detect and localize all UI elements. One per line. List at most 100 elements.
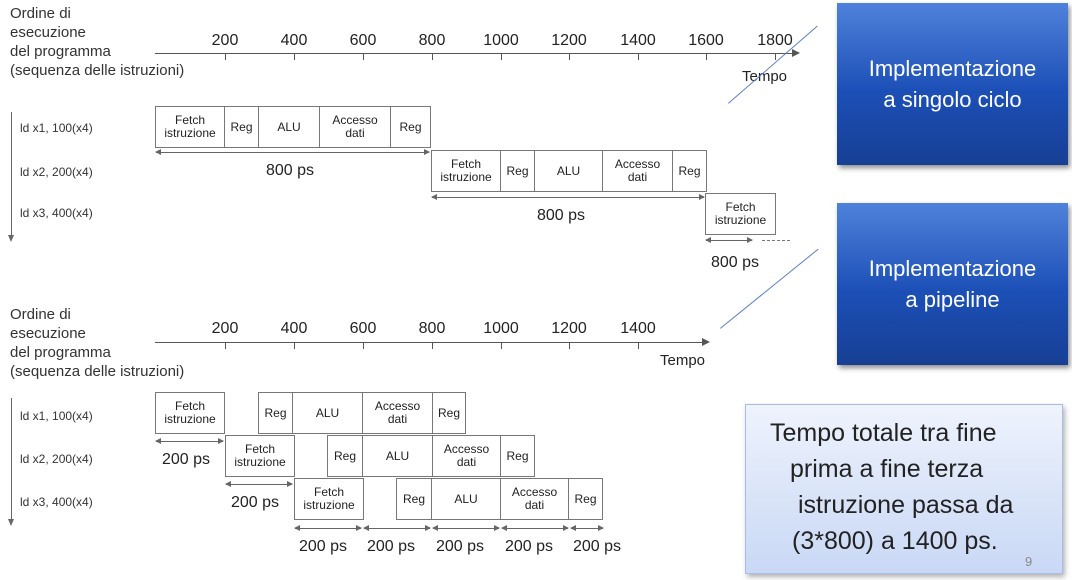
- duration-label: 800 ps: [711, 254, 760, 271]
- stage-duration-label: 200 ps: [505, 538, 554, 555]
- stage-duration-label: 200 ps: [367, 538, 416, 555]
- top-tick-mark: [638, 53, 639, 60]
- bottom-tick-mark: [294, 342, 295, 349]
- stage-memory: Accesso dati: [432, 435, 501, 477]
- single-cycle-callout: Implementazione a singolo ciclo: [837, 3, 1068, 165]
- stage-memory: Accesso dati: [500, 478, 569, 520]
- stage-duration-arrow: [363, 525, 431, 531]
- bottom-time-label: Tempo: [660, 352, 706, 369]
- top-time-axis-arrow: [792, 49, 800, 57]
- stage-duration-arrow: [501, 525, 569, 531]
- bottom-tick-mark: [363, 342, 364, 349]
- top-tick-label: 1400: [620, 32, 656, 49]
- top-tick-mark: [363, 53, 364, 60]
- bottom-instruction-label: ld x1, 100(x4): [20, 409, 93, 423]
- note-line: prima a fine terza: [790, 455, 984, 483]
- top-tick-label: 1800: [757, 32, 793, 49]
- top-tick-mark: [294, 53, 295, 60]
- bottom-tick-label: 800: [418, 320, 446, 337]
- stage-alu: ALU: [431, 478, 501, 520]
- top-tick-label: 1000: [483, 32, 519, 49]
- top-instruction-label: ld x2, 200(x4): [20, 165, 93, 179]
- bottom-instruction-label: ld x2, 200(x4): [20, 452, 93, 466]
- note-line: istruzione passa da: [798, 491, 1014, 519]
- stage-reg-write: Reg: [500, 435, 535, 477]
- stage-fetch: Fetch istruzione: [294, 478, 364, 520]
- note-line: (3*800) a 1400 ps.: [792, 527, 998, 555]
- duration-arrow: [155, 149, 430, 155]
- bottom-tick-label: 600: [349, 320, 377, 337]
- bottom-tick-mark: [501, 342, 502, 349]
- stage-reg-read: Reg: [500, 150, 535, 192]
- bottom-tick-label: 1400: [620, 320, 656, 337]
- stage-duration-label: 200 ps: [573, 538, 622, 555]
- top-tick-mark: [775, 53, 776, 60]
- stage-alu: ALU: [258, 106, 320, 148]
- top-tick-label: 1600: [688, 32, 724, 49]
- single-cycle-callout-line: a singolo ciclo: [883, 87, 1022, 112]
- bottom-tick-mark: [638, 342, 639, 349]
- top-time-axis: [155, 53, 795, 54]
- bottom-axis-title-line: esecuzione: [10, 325, 86, 342]
- bottom-axis-title-line: (sequenza delle istruzioni): [10, 363, 185, 380]
- top-tick-mark: [432, 53, 433, 60]
- bottom-order-arrow: [8, 398, 14, 526]
- top-axis-title-line: (sequenza delle istruzioni): [10, 62, 185, 79]
- stage-duration-arrow: [225, 481, 293, 487]
- top-tick-label: 1200: [551, 32, 587, 49]
- stage-duration-arrow: [155, 438, 224, 444]
- duration-label: 800 ps: [537, 207, 586, 224]
- stage-duration-label: 200 ps: [231, 494, 280, 511]
- pipeline-callout: Implementazione a pipeline: [837, 203, 1068, 365]
- bottom-axis-title-line: Ordine di: [10, 306, 71, 323]
- bottom-instruction-label: ld x3, 400(x4): [20, 495, 93, 509]
- stage-reg-write: Reg: [390, 106, 431, 148]
- duration-arrow-partial: [705, 237, 753, 243]
- stage-reg-write: Reg: [432, 392, 466, 434]
- stage-duration-arrow: [432, 525, 500, 531]
- stage-alu: ALU: [534, 150, 603, 192]
- top-axis-title: Ordine di esecuzione del programma (sequ…: [10, 4, 184, 80]
- stage-memory: Accesso dati: [602, 150, 673, 192]
- top-instruction-label: ld x1, 100(x4): [20, 121, 93, 135]
- top-tick-mark: [706, 53, 707, 60]
- bottom-tick-mark: [569, 342, 570, 349]
- stage-memory: Accesso dati: [319, 106, 391, 148]
- stage-fetch: Fetch istruzione: [705, 193, 776, 235]
- stage-reg-read: Reg: [396, 478, 432, 520]
- stage-fetch: Fetch istruzione: [155, 392, 225, 434]
- stage-reg-write: Reg: [568, 478, 603, 520]
- duration-arrow-continuation: [762, 240, 790, 241]
- page-number: 9: [1025, 554, 1033, 569]
- top-tick-label: 800: [418, 32, 446, 49]
- top-tick-mark: [501, 53, 502, 60]
- stage-duration-label: 200 ps: [436, 538, 485, 555]
- stage-reg-write: Reg: [672, 150, 707, 192]
- stage-reg-read: Reg: [224, 106, 259, 148]
- stage-fetch: Fetch istruzione: [225, 435, 295, 477]
- stage-alu: ALU: [362, 435, 433, 477]
- bottom-tick-label: 400: [280, 320, 308, 337]
- top-tick-mark: [569, 53, 570, 60]
- bottom-axis-title-line: del programma: [10, 344, 111, 361]
- bottom-time-axis: [155, 342, 705, 343]
- stage-duration-label: 200 ps: [299, 538, 348, 555]
- top-instruction-label: ld x3, 400(x4): [20, 206, 93, 220]
- stage-reg-read: Reg: [258, 392, 293, 434]
- stage-duration-arrow: [294, 525, 362, 531]
- note-line: Tempo totale tra fine: [770, 419, 997, 447]
- stage-memory: Accesso dati: [362, 392, 433, 434]
- top-tick-mark: [225, 53, 226, 60]
- stage-alu: ALU: [292, 392, 363, 434]
- bottom-axis-title: Ordine di esecuzione del programma (sequ…: [10, 305, 184, 381]
- bottom-tick-label: 1200: [551, 320, 587, 337]
- top-axis-title-line: del programma: [10, 43, 111, 60]
- stage-fetch: Fetch istruzione: [155, 106, 225, 148]
- top-axis-title-line: esecuzione: [10, 24, 86, 41]
- bottom-time-axis-arrow: [702, 338, 710, 346]
- stage-fetch: Fetch istruzione: [431, 150, 501, 192]
- duration-label: 800 ps: [266, 162, 315, 179]
- top-tick-label: 200: [211, 32, 239, 49]
- total-time-note: Tempo totale tra fine prima a fine terza…: [745, 404, 1063, 574]
